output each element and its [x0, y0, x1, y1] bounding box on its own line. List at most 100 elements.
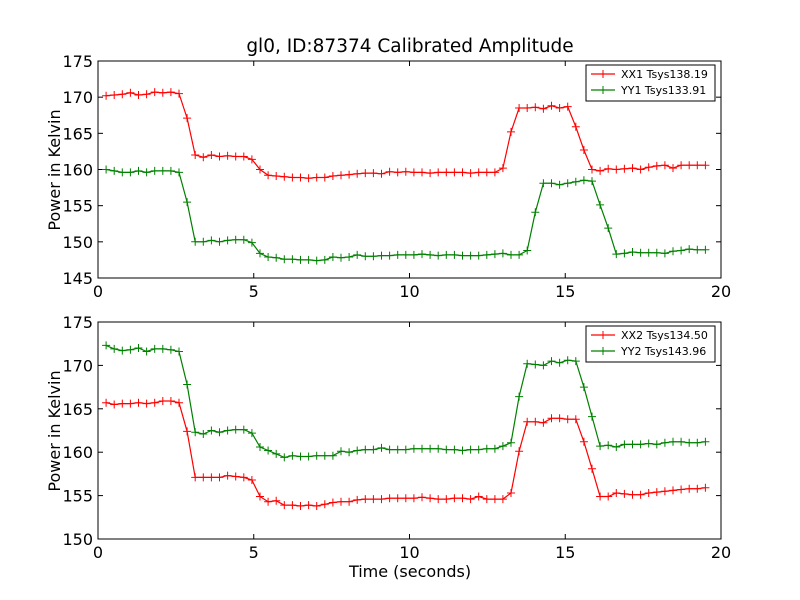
data-point-yy2-61 — [596, 442, 605, 451]
data-point-yy1-64 — [620, 249, 629, 258]
data-point-xx2-2 — [118, 399, 127, 408]
data-point-yy2-38 — [409, 444, 418, 453]
data-point-xx1-65 — [628, 164, 637, 173]
data-point-xx2-73 — [693, 484, 702, 493]
data-point-xx1-9 — [175, 89, 183, 98]
data-point-yy2-31 — [353, 446, 362, 455]
data-point-xx2-14 — [215, 473, 224, 482]
data-point-yy2-6 — [150, 344, 159, 353]
data-point-xx2-7 — [158, 397, 167, 405]
data-point-xx2-53 — [531, 417, 540, 426]
x-tick-label-bottom-0: 0 — [93, 543, 103, 562]
data-point-yy2-4 — [134, 344, 143, 352]
legend-marker-xx1 — [599, 70, 607, 78]
subplot-bottom: Power in Kelvin Time (seconds) 0 5 10 15 20 1… — [45, 313, 731, 581]
data-point-yy1-50 — [507, 250, 515, 259]
data-point-xx1-31 — [353, 169, 362, 178]
data-point-xx1-17 — [239, 152, 248, 161]
data-point-yy1-43 — [450, 250, 459, 259]
y-tick-label-top-145: 145 — [62, 269, 93, 288]
data-point-xx1-30 — [345, 170, 354, 179]
data-point-yy2-44 — [458, 446, 467, 455]
data-point-xx2-45 — [466, 495, 475, 504]
data-point-yy2-54 — [539, 361, 548, 370]
data-point-yy1-37 — [401, 250, 410, 259]
data-point-yy1-22 — [280, 255, 289, 264]
data-point-xx2-63 — [612, 489, 621, 497]
data-point-yy2-28 — [328, 451, 337, 460]
data-point-xx1-74 — [701, 161, 710, 170]
data-point-xx2-74 — [701, 483, 710, 492]
data-point-xx2-61 — [596, 492, 605, 501]
data-point-yy2-73 — [693, 438, 702, 447]
data-point-xx1-39 — [418, 168, 426, 177]
data-point-xx1-4 — [134, 91, 143, 99]
data-point-yy1-70 — [669, 247, 677, 256]
data-point-yy2-29 — [337, 447, 345, 456]
data-point-xx2-41 — [434, 495, 443, 504]
data-point-xx2-22 — [280, 501, 289, 510]
data-point-xx1-45 — [466, 169, 475, 178]
data-point-xx2-59 — [579, 437, 588, 446]
data-point-yy1-13 — [207, 236, 216, 245]
data-point-yy1-32 — [361, 252, 370, 261]
data-point-xx1-44 — [458, 168, 467, 177]
data-point-xx2-39 — [418, 493, 426, 502]
data-point-xx1-51 — [515, 104, 524, 112]
data-point-yy2-26 — [312, 451, 321, 460]
data-point-yy2-58 — [571, 357, 580, 366]
data-point-xx1-28 — [328, 172, 337, 180]
data-point-yy1-53 — [531, 208, 540, 217]
data-point-yy1-67 — [644, 248, 653, 257]
data-point-yy1-17 — [239, 235, 248, 244]
data-point-xx2-19 — [256, 492, 264, 501]
data-point-yy1-44 — [458, 251, 467, 260]
data-point-yy1-68 — [652, 248, 661, 257]
data-point-yy2-48 — [490, 444, 499, 453]
legend-label-xx2: XX2 Tsys134.50 — [621, 329, 708, 342]
data-point-yy1-51 — [515, 250, 524, 259]
legend-box-top — [585, 64, 716, 102]
data-point-yy2-60 — [588, 412, 596, 421]
data-point-xx1-1 — [110, 91, 119, 99]
data-point-xx1-34 — [377, 169, 386, 178]
data-point-xx1-38 — [409, 168, 418, 177]
x-axis-label: Time (seconds) — [348, 562, 471, 581]
y-tick-label-bottom-160: 160 — [62, 443, 93, 462]
data-point-yy1-28 — [328, 253, 337, 261]
legend-entry-yy2: YY2 Tsys143.96 — [591, 345, 706, 358]
x-tick-label-bottom-20: 20 — [711, 543, 731, 562]
data-point-xx1-10 — [183, 114, 192, 123]
data-point-yy1-15 — [223, 236, 232, 245]
data-point-yy2-5 — [142, 347, 151, 356]
data-point-yy1-7 — [158, 166, 167, 175]
data-point-yy2-64 — [620, 440, 629, 449]
y-tick-label-bottom-170: 170 — [62, 356, 93, 375]
data-point-xx1-23 — [288, 173, 297, 182]
data-point-yy1-46 — [474, 251, 483, 260]
data-point-yy1-72 — [685, 245, 694, 254]
data-point-xx2-4 — [134, 398, 143, 407]
data-point-xx2-15 — [223, 471, 232, 480]
data-point-yy1-14 — [215, 237, 224, 246]
data-point-yy2-32 — [361, 445, 370, 454]
legend-marker-yy1 — [599, 86, 607, 94]
data-point-xx1-32 — [361, 169, 370, 178]
data-point-xx2-60 — [588, 464, 596, 473]
legend-label-yy1: YY1 Tsys133.91 — [620, 84, 706, 97]
data-point-yy2-25 — [304, 452, 313, 461]
data-point-xx1-55 — [547, 101, 556, 110]
data-point-xx2-64 — [620, 489, 629, 498]
data-point-xx1-61 — [596, 166, 605, 175]
data-point-xx2-37 — [401, 494, 410, 503]
x-tick-label-top-15: 15 — [555, 282, 575, 301]
data-point-xx2-56 — [555, 414, 564, 423]
data-point-yy2-2 — [118, 346, 127, 355]
data-point-xx2-23 — [288, 501, 297, 510]
data-point-yy2-33 — [369, 445, 378, 454]
data-point-yy2-46 — [474, 445, 483, 454]
data-point-yy1-3 — [126, 168, 135, 177]
data-point-yy2-49 — [498, 442, 507, 451]
data-point-yy1-2 — [118, 168, 127, 177]
data-point-xx2-35 — [385, 494, 394, 503]
